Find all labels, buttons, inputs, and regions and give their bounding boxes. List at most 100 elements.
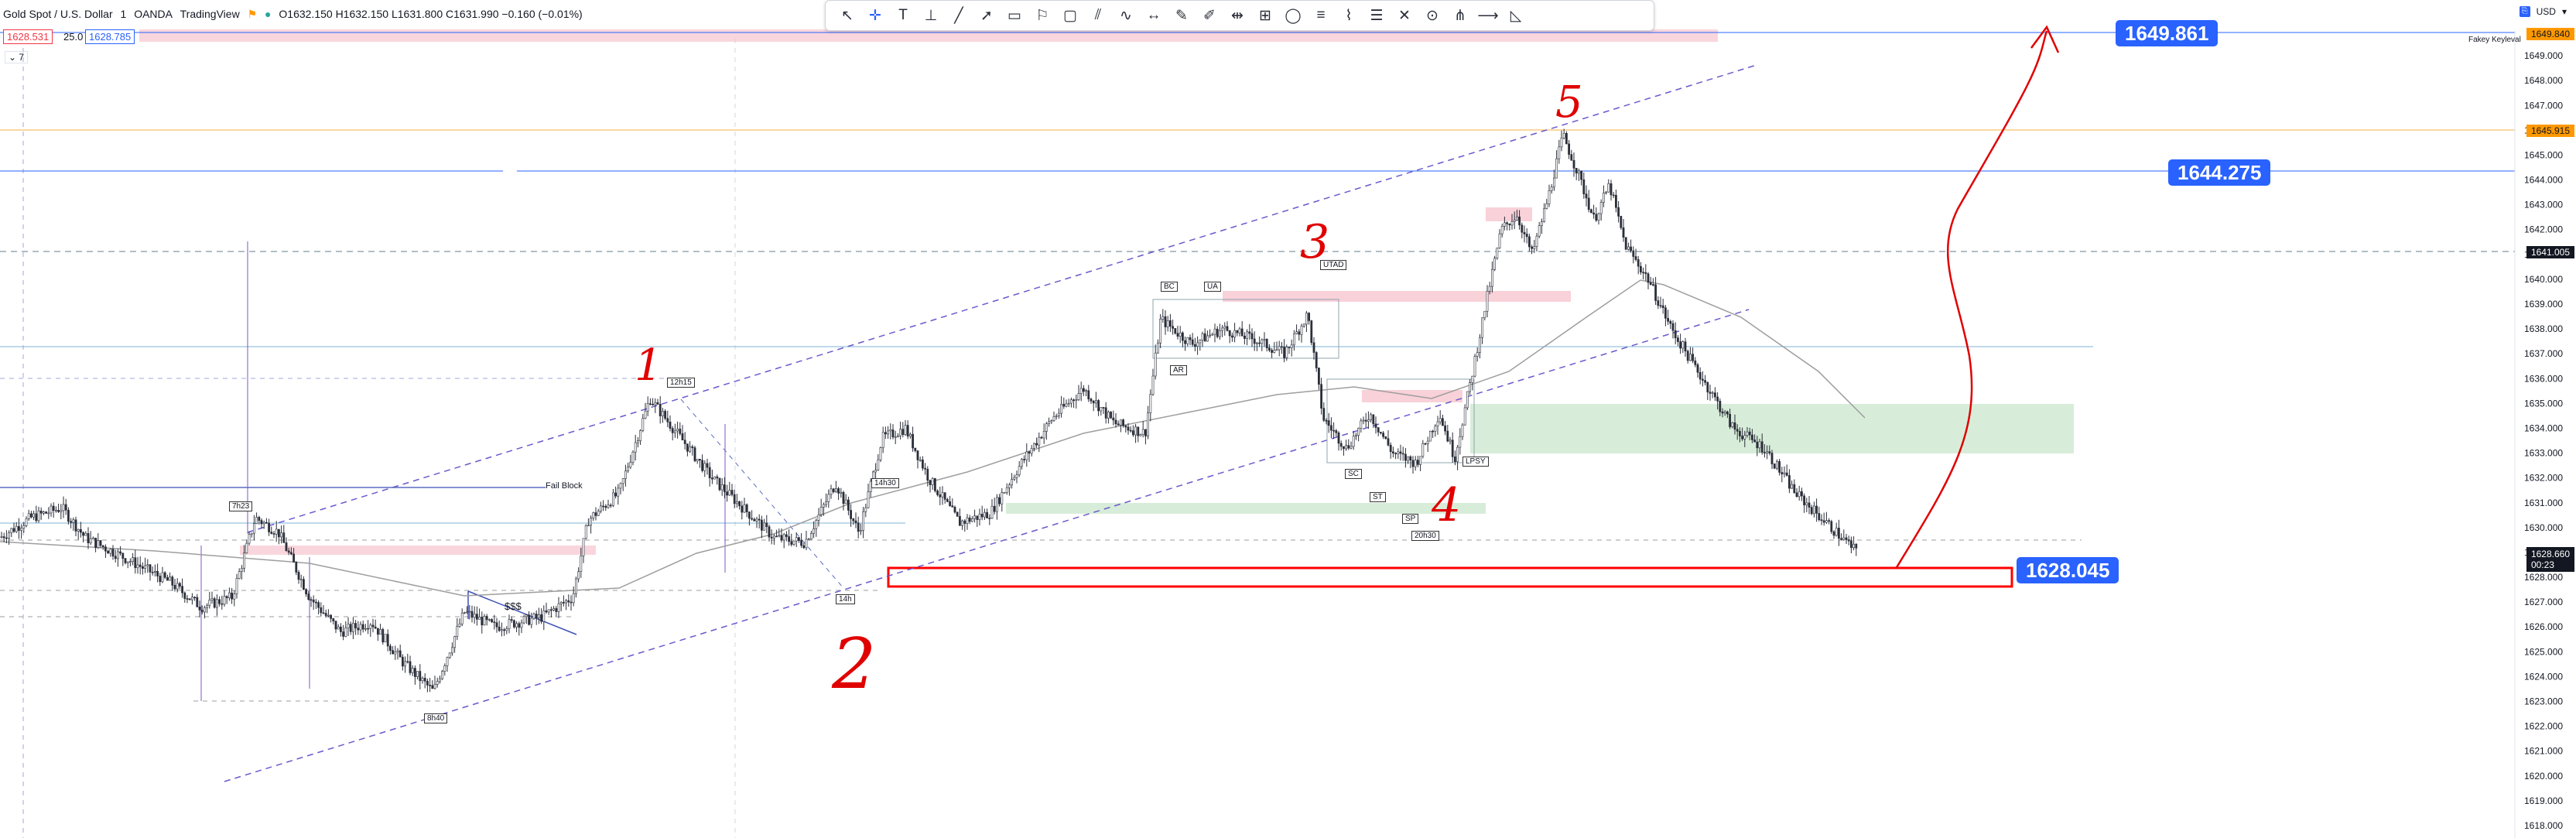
fib-icon[interactable]: ≡ bbox=[1316, 7, 1326, 23]
candle-body bbox=[1550, 186, 1553, 191]
candle-body bbox=[934, 478, 936, 491]
candle-body bbox=[1795, 492, 1798, 498]
candle-body bbox=[520, 622, 523, 628]
candle-body bbox=[203, 607, 206, 613]
flag-icon[interactable]: ⚑ bbox=[247, 8, 258, 20]
candle-body bbox=[666, 418, 669, 422]
candle-body bbox=[149, 564, 152, 573]
candle-body bbox=[1852, 543, 1856, 549]
candle-body bbox=[1855, 543, 1858, 549]
candle-body bbox=[1785, 472, 1788, 476]
ask-badge[interactable]: 1628.785 bbox=[85, 29, 135, 44]
candle-body bbox=[1669, 321, 1672, 324]
ellipse-icon[interactable]: ◯ bbox=[1285, 7, 1302, 24]
triangle-icon[interactable]: ◺ bbox=[1510, 7, 1522, 24]
candle-body bbox=[364, 628, 367, 630]
crosshair-icon[interactable]: ✛ bbox=[869, 7, 881, 24]
candle-body bbox=[770, 536, 773, 539]
collapse-legend-button[interactable]: ⌄ 7 bbox=[5, 51, 29, 63]
gann-icon[interactable]: ⊞ bbox=[1259, 7, 1271, 24]
candle-body bbox=[877, 459, 880, 470]
lock-icon[interactable]: ⎘ bbox=[2519, 6, 2530, 17]
candle-body bbox=[280, 532, 283, 538]
arrow-icon[interactable]: ➚ bbox=[980, 7, 993, 24]
candle-body bbox=[710, 477, 713, 480]
candle-body bbox=[1404, 453, 1407, 461]
candle-body bbox=[961, 520, 964, 526]
bid-badge[interactable]: 1628.531 bbox=[3, 29, 53, 44]
candle-body bbox=[1525, 234, 1528, 238]
pen-icon[interactable]: ✎ bbox=[1175, 7, 1188, 24]
candle-body bbox=[1367, 419, 1370, 422]
candle-body bbox=[874, 470, 877, 473]
candle-body bbox=[104, 546, 107, 552]
line-marker: 1641.005 bbox=[2526, 246, 2574, 258]
candle-body bbox=[1201, 333, 1204, 340]
candle-body bbox=[206, 604, 209, 608]
candle-body bbox=[448, 652, 451, 658]
rectangle-icon[interactable]: ▢ bbox=[1063, 7, 1077, 24]
parallel-channel-icon[interactable]: ⫽ bbox=[1094, 7, 1102, 23]
candle-body bbox=[1139, 434, 1142, 436]
candle-body bbox=[240, 568, 243, 572]
y-tick-label: 1642.000 bbox=[2524, 224, 2563, 235]
brush-icon[interactable]: ✐ bbox=[1203, 7, 1216, 24]
curve-icon[interactable]: ∿ bbox=[1120, 7, 1132, 24]
candle-body bbox=[250, 532, 253, 535]
candle-body bbox=[1120, 419, 1122, 426]
candle-body bbox=[1845, 537, 1848, 540]
candle-body bbox=[1360, 420, 1363, 429]
path-icon[interactable]: ⌇ bbox=[1345, 7, 1353, 24]
candle-body bbox=[1030, 448, 1033, 454]
candle-body bbox=[1661, 305, 1664, 309]
candle-body bbox=[1760, 441, 1764, 453]
candle-body bbox=[1248, 331, 1251, 334]
candle-body bbox=[778, 535, 781, 537]
cursor-icon[interactable]: ↖ bbox=[841, 7, 854, 24]
candle-body bbox=[1364, 419, 1367, 422]
y-tick-label: 1623.000 bbox=[2524, 696, 2563, 706]
price-label-top[interactable]: 1649.861 bbox=[2116, 20, 2219, 46]
range-icon[interactable]: ↔ bbox=[1146, 7, 1161, 23]
pitchfork-icon[interactable]: ⋔ bbox=[1454, 7, 1466, 24]
callout-icon[interactable]: ▭ bbox=[1007, 7, 1021, 24]
currency-selector[interactable]: ⎘ USD ▾ bbox=[2519, 6, 2567, 17]
symbol-name[interactable]: Gold Spot / U.S. Dollar bbox=[3, 8, 113, 20]
cross-icon[interactable]: ✕ bbox=[1398, 7, 1411, 24]
candle-body bbox=[755, 518, 758, 522]
flag-icon[interactable]: ⚐ bbox=[1035, 7, 1049, 24]
circle-icon[interactable]: ⊙ bbox=[1426, 7, 1439, 24]
candle-body bbox=[376, 628, 379, 635]
price-label-low[interactable]: 1628.045 bbox=[2017, 557, 2119, 583]
candle-body bbox=[669, 422, 672, 429]
candle-body bbox=[1194, 344, 1196, 347]
candle-body bbox=[1290, 344, 1293, 348]
text-icon[interactable]: T bbox=[898, 7, 908, 23]
interval[interactable]: 1 bbox=[120, 8, 127, 20]
candle-body bbox=[1263, 339, 1266, 340]
levels-icon[interactable]: ☰ bbox=[1370, 7, 1384, 24]
candle-body bbox=[641, 418, 645, 431]
candle-body bbox=[713, 476, 717, 480]
candle-body bbox=[1011, 479, 1014, 486]
trend-line-icon[interactable]: ╱ bbox=[954, 7, 963, 24]
candle-body bbox=[1751, 434, 1753, 440]
candle-body bbox=[401, 656, 404, 667]
candle-body bbox=[1157, 342, 1159, 354]
horizontal-ray-icon[interactable]: ⟶ bbox=[1477, 7, 1499, 24]
candle-body bbox=[1446, 430, 1449, 442]
candle-body bbox=[562, 602, 565, 604]
fail-block-label: Fail Block bbox=[546, 481, 583, 491]
box-label: LPSY bbox=[1462, 457, 1489, 467]
candle-body bbox=[580, 556, 583, 572]
candle-body bbox=[518, 623, 521, 628]
date-range-icon[interactable]: ⇹ bbox=[1231, 7, 1244, 24]
candle-body bbox=[119, 551, 122, 554]
candle-body bbox=[163, 572, 166, 578]
candle-body bbox=[139, 564, 142, 567]
candle-body bbox=[1469, 382, 1472, 392]
vertical-line-icon[interactable]: ⊥ bbox=[924, 7, 938, 24]
candle-body bbox=[371, 624, 375, 628]
price-label-mid[interactable]: 1644.275 bbox=[2168, 159, 2271, 186]
